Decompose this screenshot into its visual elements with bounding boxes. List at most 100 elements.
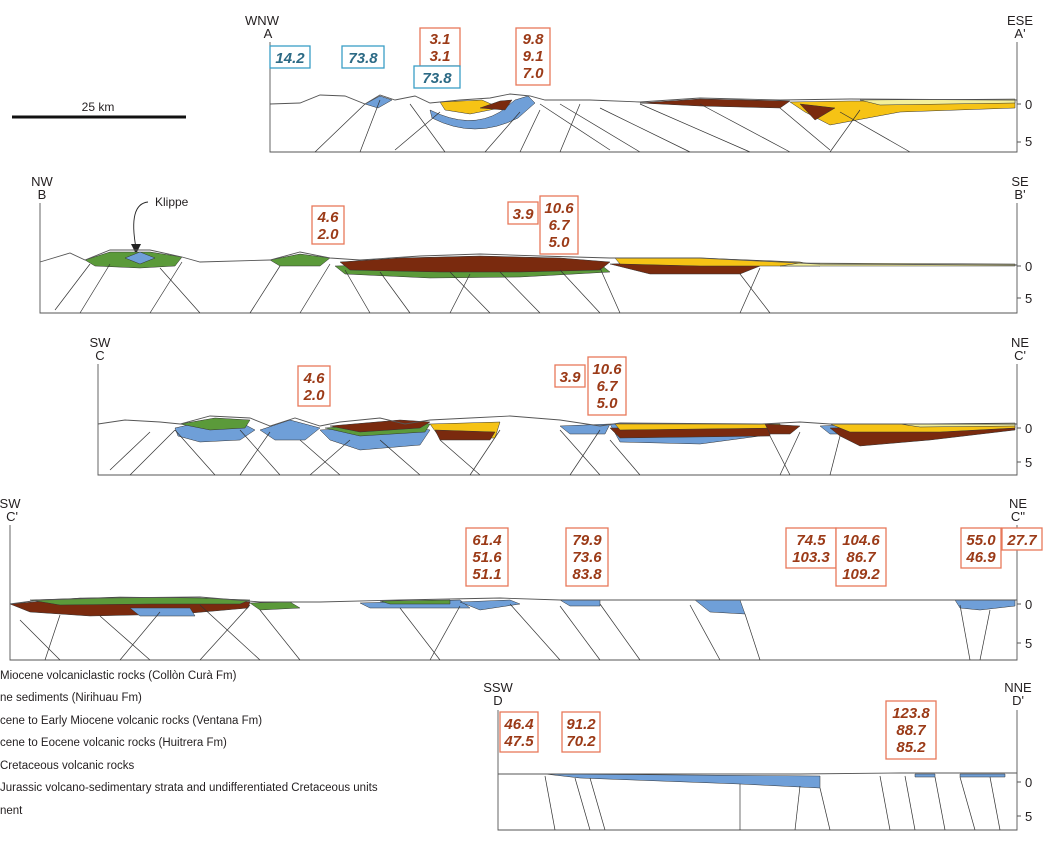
section-d-left-direction: SSW [483, 680, 513, 695]
section-c2-age-box-5: 55.0 46.9 [960, 527, 1002, 569]
svg-text:83.8: 83.8 [572, 566, 602, 583]
section-c2-huitrera-unit-3 [379, 599, 451, 605]
section-d-depth-0: 0 [1025, 775, 1032, 790]
section-a-depth-0: 0 [1025, 97, 1032, 112]
section-b: NW B SE B' Klippe 0 5 4.6 2 [31, 174, 1032, 314]
section-c2-depth-0: 0 [1025, 597, 1032, 612]
legend-item-5: Cretaceous volcanic rocks [0, 760, 134, 772]
section-c2-topography [9, 596, 1017, 605]
scale-bar-label: 25 km [82, 100, 115, 114]
klippe-arrowhead [131, 244, 141, 254]
section-a-age-box-2: 73.8 [341, 45, 385, 69]
legend-item-4: cene to Eocene volcanic rocks (Huitrera … [0, 737, 227, 749]
svg-text:46.9: 46.9 [965, 549, 996, 566]
svg-text:6.7: 6.7 [549, 217, 571, 234]
section-d-cretaceous-unit [544, 773, 821, 789]
section-c-right-direction: NE [1011, 335, 1029, 350]
section-d-frame [497, 710, 1018, 831]
scale-bar: 25 km [12, 100, 186, 119]
section-a-age-box-1: 14.2 [269, 45, 311, 69]
section-d-right-direction: NNE [1004, 680, 1032, 695]
section-c2-right-direction: NE [1009, 496, 1027, 511]
section-b-topography [39, 249, 1018, 266]
svg-text:3.1: 3.1 [430, 48, 451, 65]
svg-text:55.0: 55.0 [966, 532, 996, 549]
section-c2-depth-5: 5 [1025, 636, 1032, 651]
svg-text:4.6: 4.6 [303, 370, 326, 387]
section-a-ventana-unit [479, 99, 513, 111]
section-a: WNW A ESE A' 0 5 14.2 [245, 13, 1033, 153]
legend: Miocene volcaniclastic rocks (Collòn Cur… [0, 670, 378, 817]
section-a-cretaceous-unit-2 [429, 95, 536, 130]
svg-text:73.8: 73.8 [348, 50, 378, 67]
svg-text:103.3: 103.3 [792, 549, 830, 566]
section-c2-age-box-2: 79.9 73.6 83.8 [565, 527, 609, 587]
section-c-age-box-2: 3.9 [554, 364, 586, 388]
svg-text:73.8: 73.8 [422, 70, 452, 87]
section-c2-age-box-6: 27.7 [1001, 527, 1043, 551]
section-c2-cretaceous-unit-4 [559, 599, 601, 607]
section-c-ventana-unit [329, 419, 431, 433]
section-a-right-letter: A' [1014, 26, 1025, 41]
svg-text:14.2: 14.2 [275, 50, 305, 67]
svg-text:3.9: 3.9 [560, 369, 582, 386]
legend-item-1: Miocene volcaniclastic rocks (Collòn Cur… [0, 670, 237, 682]
svg-text:5.0: 5.0 [549, 234, 571, 251]
section-a-nirihuau-unit [439, 99, 501, 115]
section-a-age-box-3: 3.1 3.1 [419, 27, 461, 67]
section-b-depth-5: 5 [1025, 291, 1032, 306]
section-b-ventana-unit [339, 255, 611, 273]
section-a-left-letter: A [264, 26, 273, 41]
svg-text:61.4: 61.4 [472, 532, 502, 549]
section-d-age-box-2: 91.2 70.2 [561, 711, 601, 753]
svg-text:5.0: 5.0 [597, 395, 619, 412]
svg-text:9.1: 9.1 [523, 48, 544, 65]
section-c-topography [97, 415, 1017, 427]
legend-item-2: ne sediments (Nirihuau Fm) [0, 692, 142, 704]
section-b-left-letter: B [38, 187, 47, 202]
svg-text:123.8: 123.8 [892, 705, 930, 722]
section-d-depth-5: 5 [1025, 809, 1032, 824]
svg-text:4.6: 4.6 [317, 209, 340, 226]
section-c2-left-letter: C' [6, 509, 18, 524]
section-b-cretaceous-klippe [124, 251, 156, 265]
svg-text:2.0: 2.0 [317, 226, 340, 243]
section-b-age-box-2: 3.9 [507, 201, 539, 225]
section-c-right-letter: C' [1014, 348, 1026, 363]
section-a-age-box-5: 9.8 9.1 7.0 [515, 27, 551, 86]
section-c2-age-box-3: 74.5 103.3 [785, 527, 837, 569]
section-c-left-direction: SW [90, 335, 112, 350]
section-a-faults [314, 99, 911, 153]
section-c-age-box-1: 4.6 2.0 [297, 365, 331, 407]
section-a-cretaceous-unit [364, 95, 393, 109]
section-c-ventana-unit-2 [434, 429, 496, 441]
section-b-age-box-3: 10.6 6.7 5.0 [539, 195, 579, 255]
svg-text:73.6: 73.6 [572, 549, 602, 566]
section-c-faults [109, 429, 841, 476]
section-d-right-letter: D' [1012, 693, 1024, 708]
section-d-cretaceous-unit-3 [959, 773, 1006, 778]
section-c: SW C NE C' 0 5 [90, 335, 1032, 476]
svg-text:51.1: 51.1 [472, 566, 501, 583]
svg-text:9.8: 9.8 [523, 31, 545, 48]
section-b-age-box-1: 4.6 2.0 [311, 205, 345, 245]
section-c2-cretaceous-unit [129, 607, 196, 617]
section-c-depth-0: 0 [1025, 421, 1032, 436]
svg-text:51.6: 51.6 [472, 549, 502, 566]
svg-text:10.6: 10.6 [592, 361, 622, 378]
svg-text:3.9: 3.9 [513, 206, 535, 223]
svg-text:79.9: 79.9 [572, 532, 602, 549]
klippe-arrow [133, 201, 149, 249]
section-c2: SW C' NE C'' 0 5 61.4 51.6 51.1 [0, 496, 1043, 661]
section-a-age-box-4: 73.8 [413, 65, 461, 89]
svg-text:85.2: 85.2 [896, 739, 926, 756]
section-d: SSW D NNE D' 0 5 46.4 47.5 91.2 70.2 [483, 680, 1032, 831]
svg-text:109.2: 109.2 [842, 566, 880, 583]
section-a-left-direction: WNW [245, 13, 280, 28]
section-c-age-box-3: 10.6 6.7 5.0 [587, 356, 627, 416]
section-a-depth-5: 5 [1025, 134, 1032, 149]
section-b-huitrera-unit-2 [269, 253, 331, 267]
section-c-huitrera-unit [179, 417, 251, 431]
svg-text:74.5: 74.5 [796, 532, 826, 549]
svg-text:7.0: 7.0 [523, 65, 545, 82]
